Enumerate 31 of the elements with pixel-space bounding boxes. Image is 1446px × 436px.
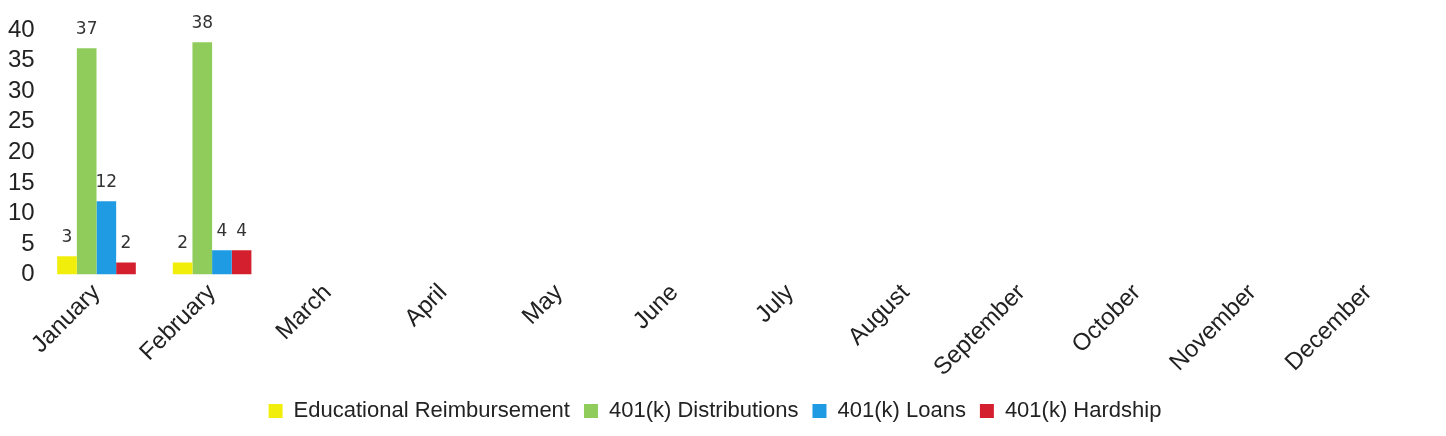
legend-label: 401(k) Hardship [1004, 397, 1162, 423]
y-tick-label: 40 [7, 14, 35, 42]
bar [172, 262, 193, 275]
bar [116, 262, 136, 275]
y-tick-label: 15 [7, 167, 35, 195]
data-label: 4 [236, 220, 247, 241]
bar [212, 250, 232, 275]
legend-label: Educational Reimbursement [293, 397, 570, 423]
bar [96, 201, 117, 275]
bar [192, 42, 213, 275]
y-tick-label: 35 [7, 45, 35, 73]
data-label: 12 [95, 171, 118, 192]
data-label: 4 [216, 220, 228, 241]
legend-label: 401(k) Distributions [608, 397, 799, 423]
y-tick-label: 5 [21, 228, 35, 256]
y-tick-label: 20 [7, 136, 35, 164]
data-label: 2 [120, 232, 132, 253]
y-tick-label: 25 [7, 106, 35, 134]
y-tick-label: 30 [7, 75, 35, 103]
x-tick-label: May [516, 277, 568, 330]
bar [231, 250, 252, 275]
data-label: 38 [191, 12, 214, 33]
bar [76, 48, 97, 275]
bar [57, 256, 77, 275]
data-label: 2 [177, 232, 189, 253]
legend-label: 401(k) Loans [837, 397, 966, 423]
y-tick-label: 10 [7, 198, 35, 226]
y-tick-label: 0 [21, 259, 35, 287]
x-tick-label: July [749, 277, 799, 328]
data-label: 37 [75, 18, 98, 39]
data-label: 3 [61, 226, 73, 247]
